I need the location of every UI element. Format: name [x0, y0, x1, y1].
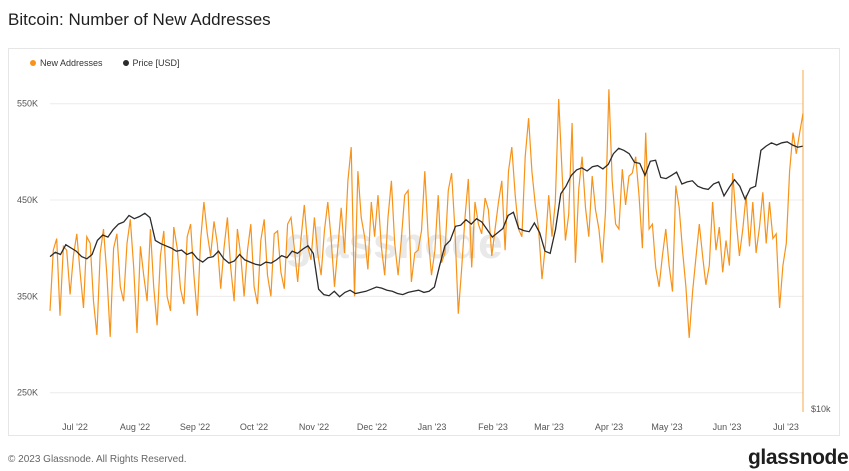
x-tick-label: Jun '23: [713, 422, 742, 432]
series-line-price[interactable]: [49, 141, 804, 298]
x-tick-label: Aug '22: [120, 422, 150, 432]
y-axis-right: $10k: [811, 404, 831, 414]
x-tick-label: Oct '22: [240, 422, 268, 432]
x-tick-label: Mar '23: [534, 422, 564, 432]
x-axis: Jul '22 Aug '22 Sep '22 Oct '22 Nov '22 Dec '…: [62, 422, 799, 432]
y-axis-left: 250K 350K 450K 550K: [17, 99, 38, 398]
legend-item-new-addresses[interactable]: New Addresses: [30, 58, 103, 68]
legend-label-new-addresses: New Addresses: [40, 58, 103, 68]
x-tick-label: Jul '22: [62, 422, 88, 432]
x-tick-label: May '23: [651, 422, 682, 432]
x-tick-label: Apr '23: [595, 422, 623, 432]
y-tick-label: 350K: [17, 291, 38, 301]
x-tick-label: Feb '23: [478, 422, 508, 432]
brand-logo: glassnode: [748, 446, 849, 469]
legend-item-price[interactable]: Price [USD]: [122, 58, 180, 68]
x-tick-label: Sep '22: [180, 422, 210, 432]
y-tick-label: 250K: [17, 388, 38, 398]
copyright-footer: © 2023 Glassnode. All Rights Reserved.: [8, 454, 187, 465]
y-tick-label: 450K: [17, 195, 38, 205]
chart-frame: [8, 48, 840, 436]
x-tick-label: Jul '23: [773, 422, 799, 432]
y-right-tick-label: $10k: [811, 404, 831, 414]
x-tick-label: Dec '22: [357, 422, 387, 432]
legend-dot-price: [122, 60, 129, 66]
page-title: Bitcoin: Number of New Addresses: [8, 10, 271, 29]
y-tick-label: 550K: [17, 99, 38, 109]
legend-dot-new-addresses: [30, 60, 36, 66]
legend-label-price: Price [USD]: [132, 58, 180, 68]
series-line-new-addresses[interactable]: [49, 89, 804, 338]
chart-legend: New Addresses Price [USD]: [30, 58, 180, 68]
x-tick-label: Nov '22: [299, 422, 329, 432]
x-tick-label: Jan '23: [418, 422, 447, 432]
